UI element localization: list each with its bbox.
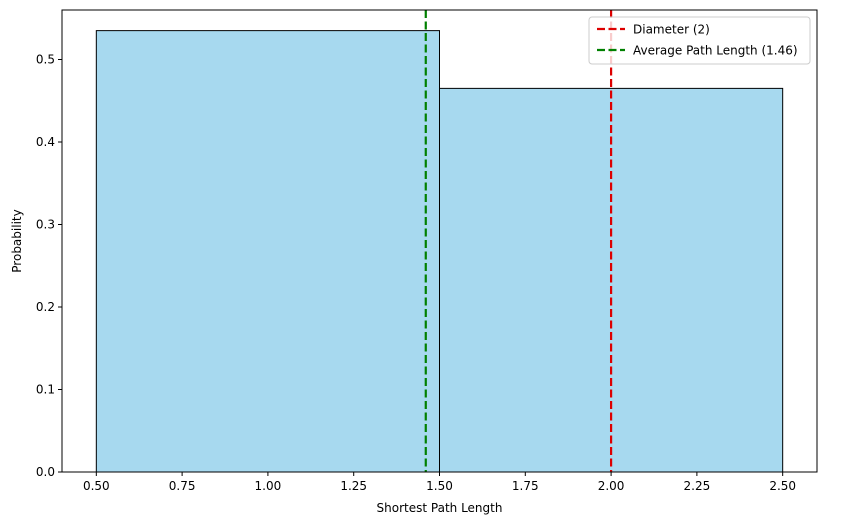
legend-label-2: Average Path Length (1.46) [633,44,798,58]
y-tick-label: 0.1 [36,383,55,397]
x-tick-label: 2.50 [769,479,796,493]
x-axis-ticks: 0.50 0.75 1.00 1.25 1.50 1.75 2.00 2.25 2.50 [83,472,796,493]
x-tick-label: 1.50 [426,479,453,493]
y-tick-label: 0.3 [36,218,55,232]
histogram-bar-1 [95,30,441,473]
x-axis-label: Shortest Path Length [377,501,503,515]
bars-layer [95,30,784,473]
x-tick-label: 2.00 [598,479,625,493]
y-tick-label: 0.5 [36,53,55,67]
legend: Diameter (2) Average Path Length (1.46) [588,16,811,65]
legend-label-1: Diameter (2) [633,23,710,37]
x-tick-label: 1.25 [340,479,367,493]
y-tick-label: 0.2 [36,300,55,314]
x-tick-label: 0.50 [83,479,110,493]
y-tick-label: 0.4 [36,135,55,149]
y-axis-label: Probability [10,209,24,272]
y-axis-ticks: 0.0 0.1 0.2 0.3 0.4 0.5 [36,53,62,479]
reference-lines-layer [424,10,613,472]
y-tick-label: 0.0 [36,465,55,479]
legend-box [588,16,811,65]
x-tick-label: 0.75 [169,479,196,493]
x-tick-label: 1.00 [255,479,282,493]
x-tick-label: 1.75 [512,479,539,493]
x-tick-label: 2.25 [684,479,711,493]
